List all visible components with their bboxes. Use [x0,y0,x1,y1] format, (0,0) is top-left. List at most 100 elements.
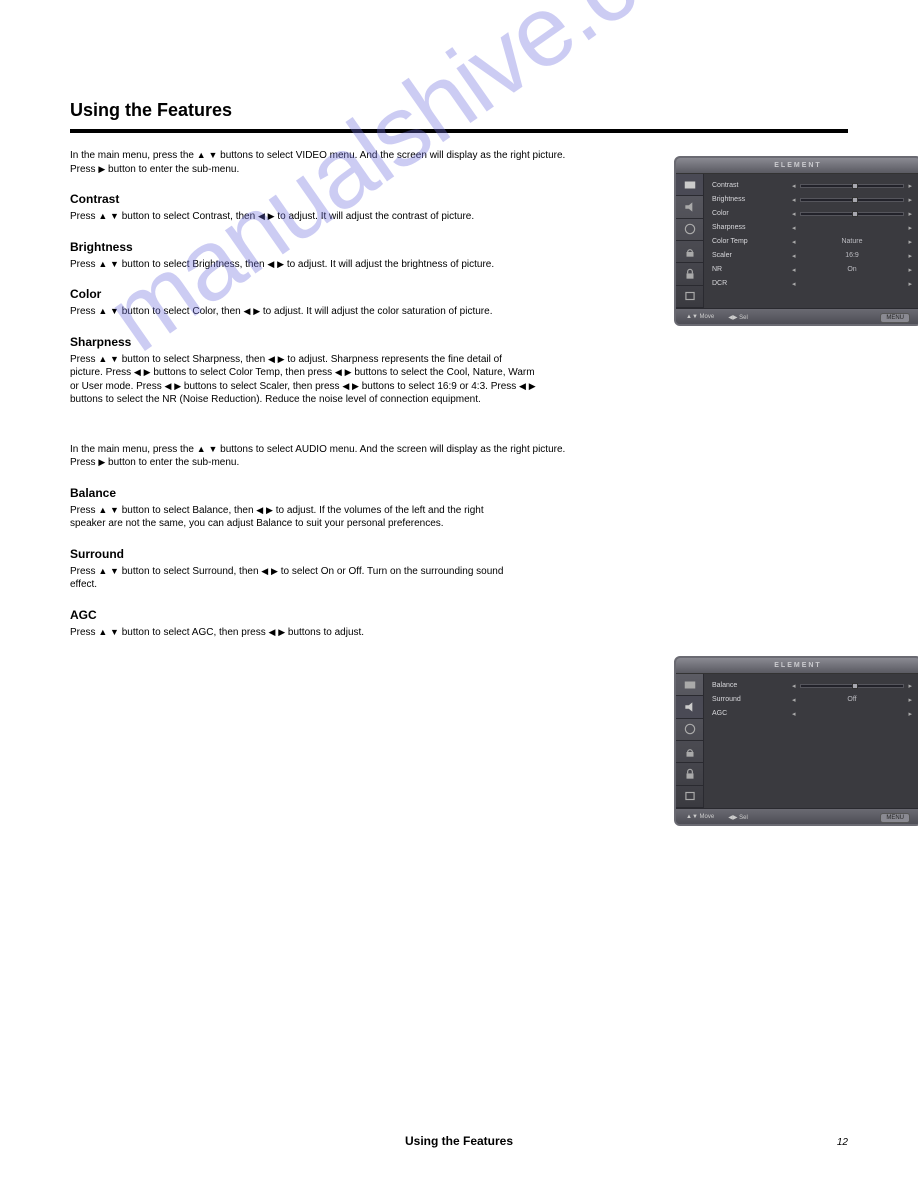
text: Move [700,314,715,320]
osd-row-label: Contrast [712,182,792,189]
text: button to select Surround, then [122,566,262,577]
move-hint: ▲▼ Move [686,314,714,321]
timer-tab-icon[interactable] [676,219,703,241]
text: Press [70,505,98,516]
timer-tab-icon[interactable] [676,719,703,741]
left-icon[interactable]: ◂ [792,682,796,690]
osd-row[interactable]: Contrast◂▸ [712,180,912,191]
osd-row[interactable]: Surround◂Off▸ [712,694,912,705]
text: button to select AGC, then press [122,627,269,638]
menu-button[interactable]: MENU [880,313,910,323]
up-icon: ▲ [98,626,107,638]
osd-row-value[interactable]: ◂▸ [792,682,912,690]
osd-row-value[interactable]: ◂16:9▸ [792,252,912,260]
move-hint: ▲▼ Move [686,814,714,821]
osd-row-value[interactable]: ◂▸ [792,710,912,718]
osd-row[interactable]: Sharpness◂▸ [712,222,912,233]
text: Press [70,566,98,577]
text: to adjust. It will adjust the color satu… [263,306,493,317]
slider-knob[interactable] [852,211,858,217]
text: In the main menu, press the [70,150,197,161]
osd-row-label: Color [712,210,792,217]
setup-tab-icon[interactable] [676,241,703,263]
menu-button[interactable]: MENU [880,813,910,823]
agc-desc: Press ▲ ▼ button to select AGC, then pre… [70,626,506,640]
osd-content: Contrast◂▸Brightness◂▸Color◂▸Sharpness◂▸… [704,174,918,308]
right-icon[interactable]: ▸ [908,238,912,246]
right-icon[interactable]: ▸ [908,196,912,204]
right-icon: ▶ [266,504,273,516]
down-icon: ▼ [110,210,119,222]
osd-row-label: NR [712,266,792,273]
osd-row[interactable]: DCR◂▸ [712,278,912,289]
osd-row-label: DCR [712,280,792,287]
right-icon[interactable]: ▸ [908,280,912,288]
osd-row-value[interactable]: ◂▸ [792,280,912,288]
right-icon[interactable]: ▸ [908,182,912,190]
osd-row-value[interactable]: ◂Off▸ [792,696,912,704]
surround-desc: Press ▲ ▼ button to select Surround, the… [70,565,506,592]
up-icon: ▲ [197,149,206,161]
right-icon: ▶ [529,380,536,392]
brightness-desc: Press ▲ ▼ button to select Brightness, t… [70,258,506,272]
osd-row[interactable]: AGC◂▸ [712,708,912,719]
osd-row-label: Scaler [712,252,792,259]
left-icon[interactable]: ◂ [792,280,796,288]
video-tab-icon[interactable] [676,674,703,696]
right-icon[interactable]: ▸ [908,224,912,232]
right-icon: ▶ [278,353,285,365]
left-icon[interactable]: ◂ [792,710,796,718]
slider[interactable] [800,198,905,202]
left-icon[interactable]: ◂ [792,224,796,232]
text: button to select Color, then [122,306,244,317]
right-icon: ▶ [277,258,284,270]
slider[interactable] [800,212,905,216]
video-tab-icon[interactable] [676,174,703,196]
slider-knob[interactable] [852,683,858,689]
osd-row-value[interactable]: ◂▸ [792,224,912,232]
channel-tab-icon[interactable] [676,786,703,808]
osd-row-label: Sharpness [712,224,792,231]
osd-row[interactable]: Brightness◂▸ [712,194,912,205]
up-icon: ▲ [98,305,107,317]
right-icon[interactable]: ▸ [908,710,912,718]
right-icon[interactable]: ▸ [908,252,912,260]
text: Press [70,306,98,317]
osd-row-value[interactable]: ◂▸ [792,182,912,190]
osd-row[interactable]: NR◂On▸ [712,264,912,275]
right-icon[interactable]: ▸ [908,210,912,218]
audio-section: In the main menu, press the ▲ ▼ buttons … [70,443,848,640]
slider[interactable] [800,184,905,188]
up-icon: ▲ [98,258,107,270]
slider-knob[interactable] [852,197,858,203]
osd-row[interactable]: Scaler◂16:9▸ [712,250,912,261]
audio-tab-icon[interactable] [676,196,703,218]
left-icon[interactable]: ◂ [792,196,796,204]
osd-row-value[interactable]: ◂Nature▸ [792,238,912,246]
setup-tab-icon[interactable] [676,741,703,763]
down-icon: ▼ [110,258,119,270]
left-icon[interactable]: ◂ [792,182,796,190]
lock-tab-icon[interactable] [676,263,703,285]
text: to adjust. It will adjust the brightness… [287,259,494,270]
osd-row-value[interactable]: ◂▸ [792,210,912,218]
slider-knob[interactable] [852,183,858,189]
right-icon[interactable]: ▸ [908,682,912,690]
up-icon: ▲ [197,443,206,455]
osd-row-value[interactable]: ◂▸ [792,196,912,204]
osd-row[interactable]: Color◂▸ [712,208,912,219]
osd-row[interactable]: Balance◂▸ [712,680,912,691]
text: buttons to select 16:9 or 4:3. Press [362,381,519,392]
slider[interactable] [800,684,905,688]
audio-tab-icon[interactable] [676,696,703,718]
lock-tab-icon[interactable] [676,763,703,785]
right-icon[interactable]: ▸ [908,696,912,704]
left-icon[interactable]: ◂ [792,210,796,218]
osd-row-value[interactable]: ◂On▸ [792,266,912,274]
surround-title: Surround [70,547,848,561]
audio-osd-menu: ELEMENT Balance◂▸Surround◂Off▸AGC◂▸ ▲▼ M… [674,656,918,826]
right-icon[interactable]: ▸ [908,266,912,274]
channel-tab-icon[interactable] [676,286,703,308]
osd-row[interactable]: Color Temp◂Nature▸ [712,236,912,247]
text: Press [70,354,98,365]
